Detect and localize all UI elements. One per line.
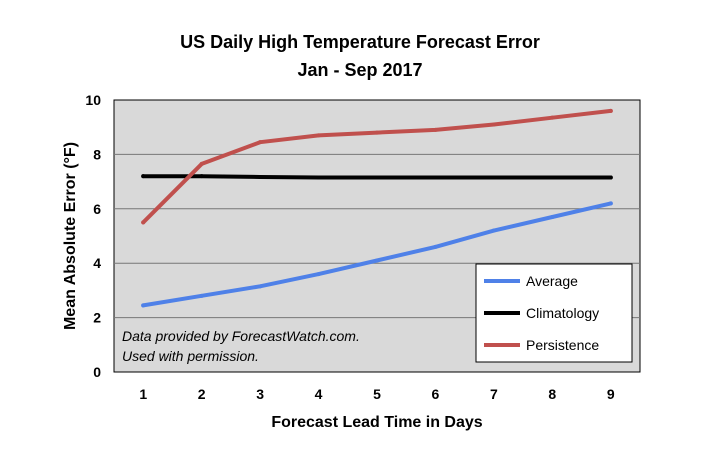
x-tick-label: 6 xyxy=(432,386,440,402)
x-axis-title: Forecast Lead Time in Days xyxy=(271,414,482,431)
data-point-persistence xyxy=(199,161,204,166)
data-point-persistence xyxy=(375,130,379,135)
y-tick-label: 2 xyxy=(93,310,101,326)
data-point-climatology xyxy=(375,175,379,180)
legend-label-climatology: Climatology xyxy=(526,305,599,321)
x-tick-label: 8 xyxy=(548,386,556,402)
y-tick-label: 4 xyxy=(93,255,101,271)
chart-subtitle: Jan - Sep 2017 xyxy=(297,60,422,80)
data-point-average xyxy=(141,303,146,308)
data-point-average xyxy=(608,201,613,206)
y-tick-label: 10 xyxy=(85,92,101,108)
data-point-average xyxy=(433,244,438,249)
x-tick-label: 4 xyxy=(315,386,323,402)
data-point-persistence xyxy=(491,122,496,127)
data-point-climatology xyxy=(550,175,555,180)
y-tick-label: 6 xyxy=(93,201,101,217)
data-credit-line-2: Used with permission. xyxy=(122,348,259,364)
data-point-persistence xyxy=(316,133,321,138)
y-axis-title: Mean Absolute Error (°F) xyxy=(62,142,79,330)
data-point-average xyxy=(375,258,379,263)
data-point-average xyxy=(199,293,204,298)
data-point-persistence xyxy=(141,220,146,225)
chart-title: US Daily High Temperature Forecast Error xyxy=(180,32,540,52)
data-point-climatology xyxy=(141,174,146,179)
data-point-climatology xyxy=(199,174,204,179)
data-point-climatology xyxy=(316,175,321,180)
x-tick-label: 5 xyxy=(373,386,381,402)
data-point-climatology xyxy=(608,175,613,180)
x-tick-label: 1 xyxy=(139,386,147,402)
chart-legend: Average Climatology Persistence xyxy=(475,263,633,363)
x-tick-label: 7 xyxy=(490,386,498,402)
data-point-average xyxy=(316,272,321,277)
data-point-persistence xyxy=(608,108,613,113)
x-tick-label: 2 xyxy=(198,386,206,402)
data-point-climatology xyxy=(491,175,496,180)
data-point-average xyxy=(258,284,263,289)
data-point-average xyxy=(491,228,496,233)
data-point-average xyxy=(550,214,555,219)
data-point-persistence xyxy=(258,140,263,145)
data-credit-line-1: Data provided by ForecastWatch.com. xyxy=(122,328,360,344)
x-tick-label: 9 xyxy=(607,386,615,402)
legend-label-average: Average xyxy=(526,273,578,289)
data-point-persistence xyxy=(550,115,555,120)
x-tick-label: 3 xyxy=(256,386,264,402)
data-point-climatology xyxy=(258,174,263,179)
legend-label-persistence: Persistence xyxy=(526,337,599,353)
data-point-climatology xyxy=(433,175,438,180)
data-point-persistence xyxy=(433,127,438,132)
y-tick-label: 0 xyxy=(93,364,101,380)
y-tick-label: 8 xyxy=(93,146,101,162)
